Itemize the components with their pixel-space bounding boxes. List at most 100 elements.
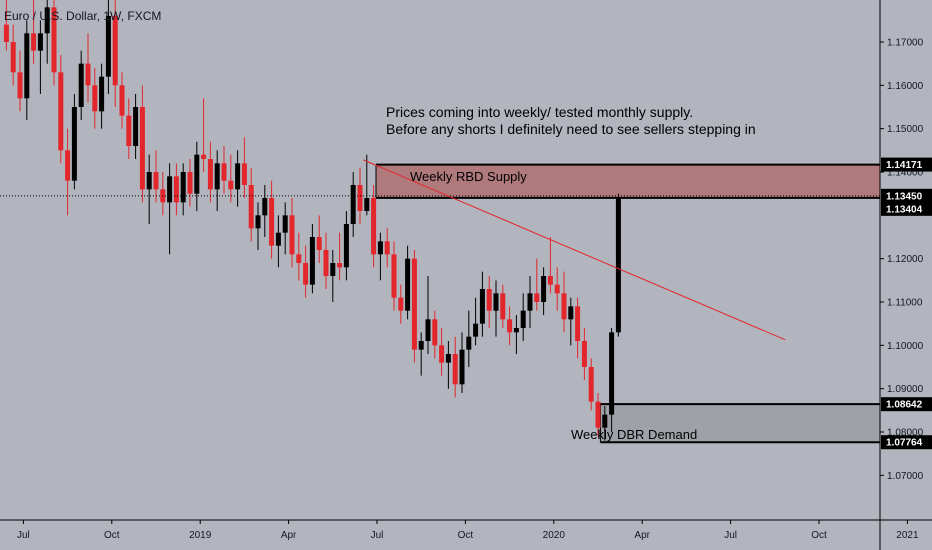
candle-body-13: [92, 85, 98, 112]
price-tag-label-2: 1.13404: [886, 204, 923, 215]
x-tick-label-1: Oct: [104, 530, 120, 541]
candle-body-22: [153, 172, 159, 190]
candle-body-77: [527, 293, 533, 311]
candle-body-38: [262, 198, 268, 216]
candle-body-74: [507, 319, 513, 333]
candle-body-20: [139, 107, 145, 190]
candle-body-59: [405, 258, 411, 311]
price-tag-box-2: [881, 201, 932, 216]
supply-zone: [376, 164, 880, 198]
candle-body-45: [309, 237, 315, 285]
candle-body-61: [418, 341, 424, 350]
candle-body-55: [377, 241, 383, 255]
candle-body-56: [384, 241, 390, 255]
candle-body-27: [187, 172, 193, 194]
candle-body-73: [500, 293, 506, 320]
zones-layer: [375, 163, 880, 444]
candle-body-36: [248, 185, 254, 229]
candle-body-50: [343, 224, 349, 268]
demand-zone: [600, 404, 880, 443]
candle-body-3: [24, 33, 30, 99]
candle-body-58: [398, 297, 404, 311]
supply-zone-label: Weekly RBD Supply: [410, 169, 527, 184]
price-tag-label-0: 1.14171: [886, 160, 923, 171]
candle-body-40: [275, 232, 281, 246]
candle-body-47: [323, 250, 329, 276]
lines-layer: [0, 159, 880, 341]
candle-body-49: [337, 263, 343, 268]
x-tick-label-8: Jul: [724, 530, 737, 541]
candle-body-71: [486, 289, 492, 311]
candle-body-28: [194, 154, 200, 194]
candle-body-17: [119, 85, 125, 116]
candle-body-21: [146, 172, 152, 190]
y-tick-label-4: 1.12000: [887, 254, 924, 265]
candle-body-88: [602, 414, 608, 428]
candle-body-72: [493, 293, 499, 311]
note-line-1: Prices coming into weekly/ tested monthl…: [386, 104, 693, 120]
x-tick-label-5: Oct: [458, 530, 474, 541]
candle-body-78: [534, 293, 540, 302]
price-tag-box-0: [881, 157, 932, 172]
y-tick-label-9: 1.07000: [887, 471, 924, 482]
candle-body-30: [207, 159, 213, 190]
candle-body-57: [391, 254, 397, 298]
candle-body-69: [473, 323, 479, 337]
candle-body-15: [105, 16, 111, 77]
candle-body-85: [581, 341, 587, 367]
candle-body-41: [282, 215, 288, 233]
price-tag-label-1: 1.13450: [886, 191, 923, 202]
y-tick-label-8: 1.08000: [887, 428, 924, 439]
y-tick-label-7: 1.09000: [887, 384, 924, 395]
candle-body-33: [228, 180, 234, 190]
candle-body-12: [85, 63, 91, 86]
x-tick-label-4: Jul: [371, 530, 384, 541]
x-tick-label-10: 2021: [896, 530, 919, 541]
candle-body-37: [255, 215, 261, 229]
candle-body-79: [541, 276, 547, 302]
y-tick-label-6: 1.10000: [887, 341, 924, 352]
candle-body-67: [459, 349, 465, 385]
price-tag-label-3: 1.08642: [886, 400, 923, 411]
candle-body-31: [214, 163, 220, 190]
candle-body-25: [173, 176, 179, 203]
candle-body-19: [133, 107, 139, 146]
candle-body-39: [269, 198, 275, 246]
candle-body-8: [58, 72, 64, 151]
candle-body-60: [411, 258, 417, 350]
candle-body-83: [568, 306, 574, 320]
candle-body-4: [31, 33, 37, 51]
candle-body-9: [65, 150, 71, 181]
candle-body-14: [99, 76, 105, 112]
candle-body-42: [289, 215, 295, 255]
x-tick-label-7: Apr: [634, 530, 650, 541]
price-tag-box-3: [881, 397, 932, 412]
candle-body-16: [112, 16, 118, 86]
candle-body-89: [609, 332, 615, 415]
candle-body-75: [513, 328, 519, 333]
candle-body-32: [221, 163, 227, 181]
candles-layer: [3, 0, 621, 441]
candle-body-34: [235, 163, 241, 190]
x-tick-label-0: Jul: [17, 530, 30, 541]
candle-body-68: [466, 336, 472, 350]
y-tick-label-2: 1.15000: [887, 124, 924, 135]
y-tick-label-5: 1.11000: [887, 298, 923, 309]
candle-body-64: [439, 345, 445, 363]
candle-body-24: [167, 176, 173, 203]
candle-body-1: [10, 42, 16, 73]
candle-body-54: [371, 198, 377, 255]
price-tag-box-1: [881, 188, 932, 203]
y-tick-label-0: 1.17000: [887, 38, 924, 49]
text-layer: Euro / U.S. Dollar, 1W, FXCM Prices comi…: [4, 9, 756, 442]
candle-body-63: [432, 319, 438, 346]
candle-body-70: [479, 289, 485, 324]
candle-body-46: [316, 237, 322, 250]
candle-body-86: [588, 367, 594, 402]
price-tag-label-4: 1.07764: [886, 438, 923, 449]
candle-body-29: [201, 154, 207, 159]
